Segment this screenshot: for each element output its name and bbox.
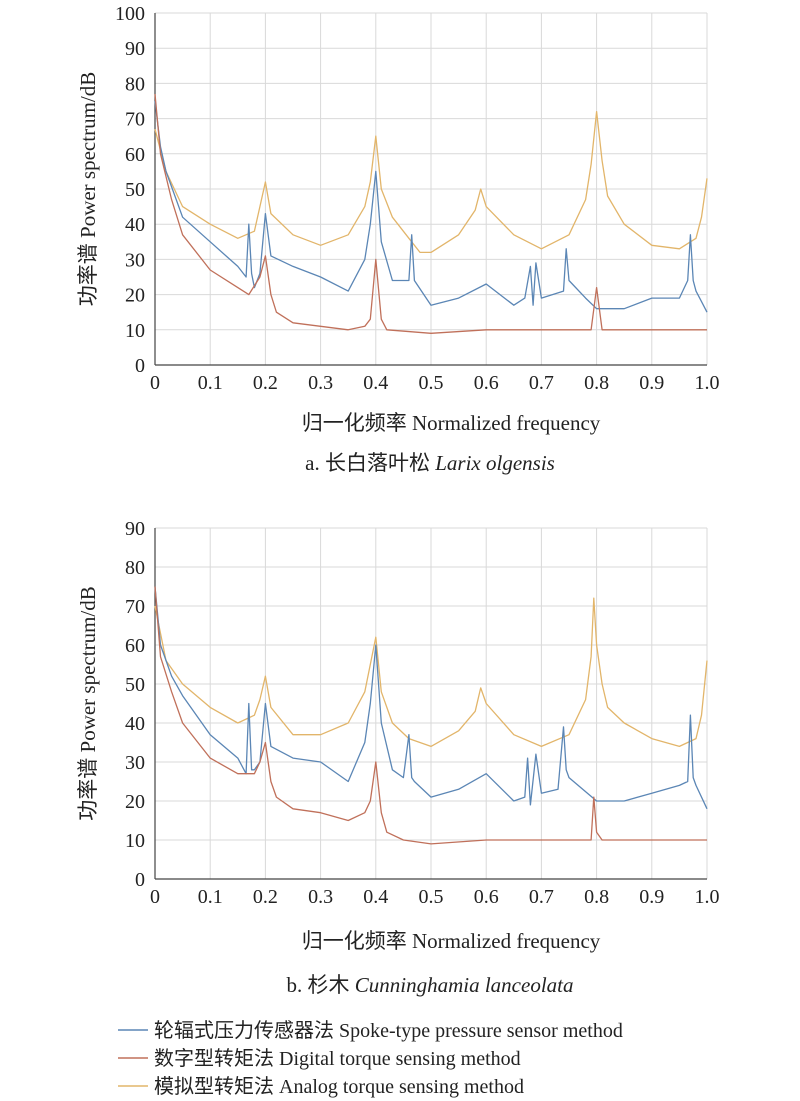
chart-a-y-tick-label: 40 (125, 214, 145, 236)
chart-b-y-tick-label: 20 (125, 791, 145, 813)
legend-item-analog: 模拟型转矩法 Analog torque sensing method (118, 1075, 524, 1098)
chart-b-y-tick-label: 40 (125, 713, 145, 735)
chart-b-caption: b. 杉木 Cunninghamia lanceolata (287, 973, 574, 997)
chart-b-y-tick-label: 10 (125, 830, 145, 852)
legend: 轮辐式压力传感器法 Spoke-type pressure sensor met… (118, 1019, 623, 1098)
legend-item-spoke: 轮辐式压力传感器法 Spoke-type pressure sensor met… (118, 1019, 623, 1042)
chart-b-series-digital (154, 586, 707, 845)
chart-b-x-tick-label: 0 (150, 886, 160, 908)
legend-label-spoke: 轮辐式压力传感器法 Spoke-type pressure sensor met… (154, 1019, 623, 1042)
legend-label-digital: 数字型转矩法 Digital torque sensing method (154, 1047, 521, 1070)
chart-b-x-tick-label: 0.5 (419, 886, 444, 908)
chart-a-y-tick-label: 50 (125, 179, 145, 201)
chart-a-y-tick-label: 10 (125, 320, 145, 342)
chart-a-y-tick-label: 70 (125, 109, 145, 131)
chart-b-y-tick-label: 60 (125, 635, 145, 657)
chart-a-x-tick-label: 0.4 (363, 372, 388, 394)
chart-a-series-digital (154, 93, 707, 334)
chart-a-y-tick-label: 100 (115, 3, 145, 25)
chart-a-caption: a. 长白落叶松 Larix olgensis (305, 451, 555, 475)
chart-a-x-tick-label: 0.3 (308, 372, 333, 394)
chart-a-y-tick-label: 80 (125, 73, 145, 95)
chart-b-x-tick-label: 0.3 (308, 886, 333, 908)
chart-b-x-tick-label: 0.6 (474, 886, 499, 908)
chart-b-x-tick-label: 1.0 (695, 886, 720, 908)
chart-a-x-tick-label: 0.8 (584, 372, 609, 394)
chart-b-x-tick-label: 0.4 (363, 886, 388, 908)
chart-a-x-tick-label: 0.5 (419, 372, 444, 394)
chart-a-y-tick-label: 90 (125, 38, 145, 60)
chart-b-y-tick-label: 70 (125, 596, 145, 618)
chart-a: 0 0.1 0.2 0.3 0.4 0.5 0.6 0.7 0.8 0.9 1.0 0 10 20 30 40… (76, 3, 720, 435)
chart-b-y-axis-label: 功率谱 Power spectrum/dB (76, 586, 100, 820)
legend-label-analog: 模拟型转矩法 Analog torque sensing method (154, 1075, 524, 1098)
chart-b-x-tick-label: 0.7 (529, 886, 554, 908)
chart-a-series-spoke (154, 100, 708, 313)
chart-a-x-tick-label: 0.6 (474, 372, 499, 394)
chart-a-x-tick-label: 0.2 (253, 372, 278, 394)
chart-b-y-tick-label: 0 (135, 869, 145, 891)
chart-b-y-tick-label: 80 (125, 557, 145, 579)
chart-b-x-tick-label: 0.1 (198, 886, 223, 908)
chart-a-y-tick-label: 60 (125, 144, 145, 166)
legend-item-digital: 数字型转矩法 Digital torque sensing method (118, 1047, 521, 1070)
chart-a-x-tick-label: 0.1 (198, 372, 223, 394)
chart-a-y-tick-label: 30 (125, 249, 145, 271)
chart-a-x-tick-label: 1.0 (695, 372, 720, 394)
chart-a-x-tick-label: 0.9 (639, 372, 664, 394)
chart-b-y-tick-label: 30 (125, 752, 145, 774)
chart-a-x-tick-label: 0 (150, 372, 160, 394)
chart-b-x-tick-label: 0.2 (253, 886, 278, 908)
chart-b: 0 0.1 0.2 0.3 0.4 0.5 0.6 0.7 0.8 0.9 1.0 0 10 20 30 40… (76, 518, 720, 953)
chart-a-y-tick-label: 0 (135, 355, 145, 377)
chart-b-x-axis-label: 归一化频率 Normalized frequency (302, 929, 601, 953)
chart-b-series-analog (154, 597, 708, 748)
chart-a-x-tick-label: 0.7 (529, 372, 554, 394)
chart-b-y-tick-label: 50 (125, 674, 145, 696)
chart-a-y-axis-label: 功率谱 Power spectrum/dB (76, 72, 100, 306)
chart-b-series-spoke (154, 586, 708, 810)
chart-b-x-tick-label: 0.8 (584, 886, 609, 908)
chart-a-y-tick-label: 20 (125, 285, 145, 307)
chart-a-series-analog (154, 110, 708, 254)
chart-a-x-axis-label: 归一化频率 Normalized frequency (302, 411, 601, 435)
chart-b-y-tick-label: 90 (125, 518, 145, 540)
chart-b-x-tick-label: 0.9 (639, 886, 664, 908)
